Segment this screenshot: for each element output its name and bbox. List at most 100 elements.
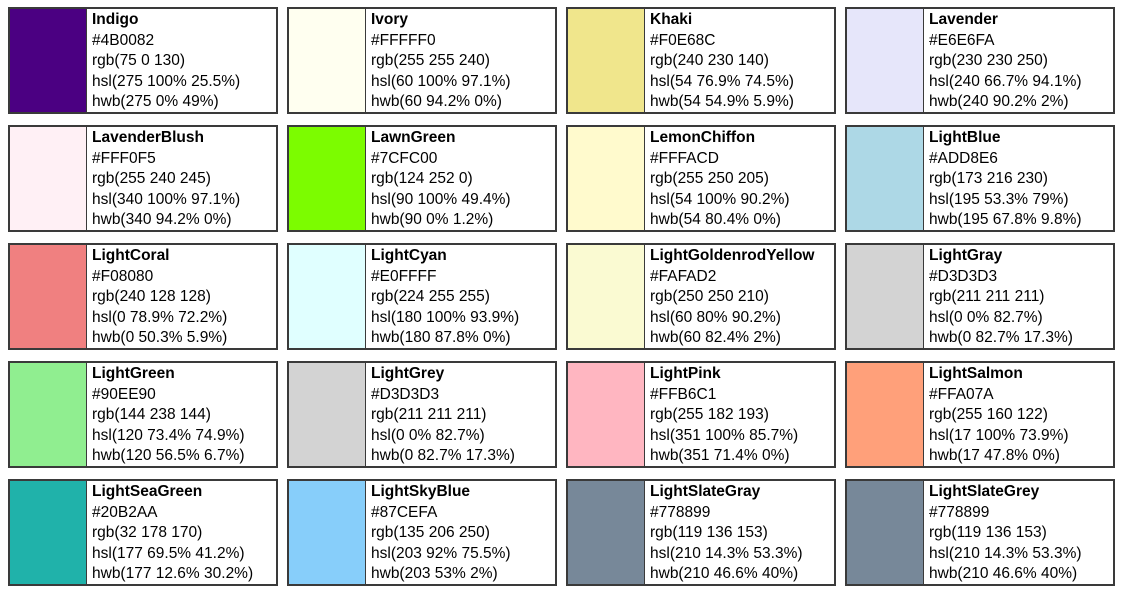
color-hex: #ADD8E6 — [929, 149, 998, 167]
color-swatch — [10, 363, 87, 466]
color-swatch — [289, 363, 366, 466]
color-hex: #FFB6C1 — [650, 385, 717, 403]
color-hwb: hwb(54 80.4% 0%) — [650, 211, 781, 229]
color-info: LightSkyBlue #87CEFA rgb(135 206 250) hsl(2… — [366, 481, 511, 584]
color-card: LightCyan #E0FFFF rgb(224 255 255) hsl(180 … — [287, 243, 557, 350]
color-name: LavenderBlush — [92, 129, 204, 146]
color-info: LemonChiffon #FFFACD rgb(255 250 205) hsl(5… — [645, 127, 790, 230]
color-card: LightSalmon #FFA07A rgb(255 160 122) hsl(17… — [845, 361, 1115, 468]
color-info: LightGray #D3D3D3 rgb(211 211 211) hsl(0 0%… — [924, 245, 1073, 348]
color-hsl: hsl(60 100% 97.1%) — [371, 72, 511, 90]
color-name: LightCoral — [92, 247, 170, 264]
color-hsl: hsl(0 0% 82.7%) — [371, 426, 485, 444]
color-rgb: rgb(119 136 153) — [929, 524, 1047, 542]
color-hex: #FAFAD2 — [650, 267, 717, 285]
color-hwb: hwb(195 67.8% 9.8%) — [929, 211, 1082, 229]
color-card: Indigo #4B0082 rgb(75 0 130) hsl(275 100% 2… — [8, 7, 278, 114]
color-rgb: rgb(240 128 128) — [92, 288, 211, 306]
color-card: LightGoldenrodYellow #FAFAD2 rgb(250 250 2… — [566, 243, 836, 350]
color-name: LightCyan — [371, 247, 447, 264]
color-info: LightCyan #E0FFFF rgb(224 255 255) hsl(180 … — [366, 245, 519, 348]
color-hsl: hsl(340 100% 97.1%) — [92, 190, 241, 208]
color-hsl: hsl(120 73.4% 74.9%) — [92, 426, 245, 444]
color-swatch — [10, 481, 87, 584]
color-hsl: hsl(54 100% 90.2%) — [650, 190, 790, 208]
color-hex: #D3D3D3 — [371, 385, 440, 403]
color-card: LawnGreen #7CFC00 rgb(124 252 0) hsl(90 100… — [287, 125, 557, 232]
color-rgb: rgb(119 136 153) — [650, 524, 768, 542]
color-swatch — [10, 9, 87, 112]
color-info: LightSlateGray #778899 rgb(119 136 153) hsl… — [645, 481, 803, 584]
color-hwb: hwb(177 12.6% 30.2%) — [92, 565, 254, 583]
color-info: LightBlue #ADD8E6 rgb(173 216 230) hsl(195 … — [924, 127, 1082, 230]
color-hex: #FFF0F5 — [92, 149, 156, 167]
color-rgb: rgb(250 250 210) — [650, 288, 769, 306]
color-hsl: hsl(203 92% 75.5%) — [371, 544, 511, 562]
color-swatch — [568, 9, 645, 112]
color-info: LightCoral #F08080 rgb(240 128 128) hsl(0 7… — [87, 245, 227, 348]
color-hwb: hwb(0 82.7% 17.3%) — [929, 329, 1073, 347]
color-swatch — [568, 127, 645, 230]
color-swatch — [847, 481, 924, 584]
color-name: Ivory — [371, 11, 409, 28]
color-rgb: rgb(211 211 211) — [929, 288, 1045, 306]
color-hsl: hsl(351 100% 85.7%) — [650, 426, 799, 444]
color-hex: #778899 — [650, 503, 711, 521]
color-grid: Indigo #4B0082 rgb(75 0 130) hsl(275 100% 2… — [8, 7, 1115, 586]
color-hsl: hsl(0 0% 82.7%) — [929, 308, 1043, 326]
color-card: LightBlue #ADD8E6 rgb(173 216 230) hsl(195 … — [845, 125, 1115, 232]
color-hwb: hwb(120 56.5% 6.7%) — [92, 447, 245, 465]
color-rgb: rgb(32 178 170) — [92, 524, 203, 542]
color-rgb: rgb(255 250 205) — [650, 170, 769, 188]
color-hwb: hwb(210 46.6% 40%) — [650, 565, 799, 583]
color-hwb: hwb(60 94.2% 0%) — [371, 93, 502, 111]
color-info: LightGoldenrodYellow #FAFAD2 rgb(250 250 2… — [645, 245, 814, 348]
color-hwb: hwb(240 90.2% 2%) — [929, 93, 1069, 111]
color-rgb: rgb(230 230 250) — [929, 52, 1048, 70]
color-hsl: hsl(17 100% 73.9%) — [929, 426, 1069, 444]
color-rgb: rgb(75 0 130) — [92, 52, 186, 70]
color-swatch — [289, 9, 366, 112]
color-hwb: hwb(180 87.8% 0%) — [371, 329, 511, 347]
color-info: LawnGreen #7CFC00 rgb(124 252 0) hsl(90 100… — [366, 127, 511, 230]
color-card: LightSlateGray #778899 rgb(119 136 153) hsl… — [566, 479, 836, 586]
color-swatch — [568, 245, 645, 348]
color-hwb: hwb(0 82.7% 17.3%) — [371, 447, 515, 465]
color-card: Lavender #E6E6FA rgb(230 230 250) hsl(240 6… — [845, 7, 1115, 114]
color-swatch — [289, 245, 366, 348]
color-info: LightGreen #90EE90 rgb(144 238 144) hsl(120… — [87, 363, 245, 466]
color-hsl: hsl(54 76.9% 74.5%) — [650, 72, 794, 90]
color-hex: #FFFFF0 — [371, 31, 436, 49]
color-hex: #4B0082 — [92, 31, 155, 49]
color-rgb: rgb(255 160 122) — [929, 406, 1048, 424]
color-name: LightSlateGray — [650, 483, 761, 500]
color-hsl: hsl(0 78.9% 72.2%) — [92, 308, 228, 326]
color-info: LightSlateGrey #778899 rgb(119 136 153) hsl… — [924, 481, 1082, 584]
color-name: LightGray — [929, 247, 1003, 264]
color-hsl: hsl(210 14.3% 53.3%) — [650, 544, 803, 562]
color-card: LightSkyBlue #87CEFA rgb(135 206 250) hsl(2… — [287, 479, 557, 586]
color-rgb: rgb(255 255 240) — [371, 52, 490, 70]
color-name: LightGoldenrodYellow — [650, 247, 815, 264]
color-swatch — [10, 245, 87, 348]
color-info: LightPink #FFB6C1 rgb(255 182 193) hsl(351 … — [645, 363, 798, 466]
color-hsl: hsl(195 53.3% 79%) — [929, 190, 1069, 208]
color-hsl: hsl(275 100% 25.5%) — [92, 72, 241, 90]
color-name: LightPink — [650, 365, 721, 382]
color-hex: #FFA07A — [929, 385, 994, 403]
color-card: LightCoral #F08080 rgb(240 128 128) hsl(0 7… — [8, 243, 278, 350]
color-name: LightBlue — [929, 129, 1001, 146]
color-card: LightGray #D3D3D3 rgb(211 211 211) hsl(0 0%… — [845, 243, 1115, 350]
color-rgb: rgb(224 255 255) — [371, 288, 490, 306]
color-hex: #87CEFA — [371, 503, 438, 521]
color-info: Lavender #E6E6FA rgb(230 230 250) hsl(240 6… — [924, 9, 1082, 112]
color-hwb: hwb(210 46.6% 40%) — [929, 565, 1078, 583]
color-name: LightSkyBlue — [371, 483, 471, 500]
color-hsl: hsl(240 66.7% 94.1%) — [929, 72, 1082, 90]
color-rgb: rgb(144 238 144) — [92, 406, 211, 424]
color-swatch — [847, 363, 924, 466]
color-info: Khaki #F0E68C rgb(240 230 140) hsl(54 76.9%… — [645, 9, 794, 112]
color-hwb: hwb(54 54.9% 5.9%) — [650, 93, 794, 111]
color-hsl: hsl(60 80% 90.2%) — [650, 308, 781, 326]
color-name: LightGrey — [371, 365, 445, 382]
